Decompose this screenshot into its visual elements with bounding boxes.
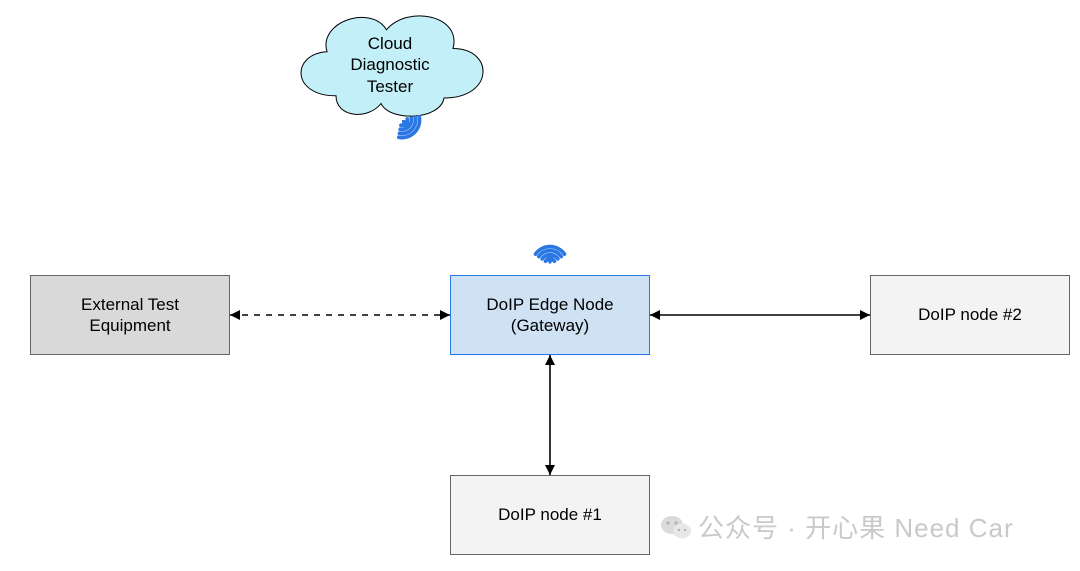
cloud-tester-node: Cloud Diagnostic Tester bbox=[300, 10, 480, 120]
cloud-label-line3: Tester bbox=[367, 77, 413, 96]
cloud-label-line1: Cloud bbox=[368, 34, 412, 53]
ext-label-line2: Equipment bbox=[89, 316, 170, 335]
external-test-equipment-node: External Test Equipment bbox=[30, 275, 230, 355]
cloud-label-line2: Diagnostic bbox=[350, 55, 429, 74]
edge-label-line2: (Gateway) bbox=[511, 316, 589, 335]
doip-node-1: DoIP node #1 bbox=[450, 475, 650, 555]
wifi-icon bbox=[536, 247, 565, 265]
node1-label: DoIP node #1 bbox=[498, 505, 602, 524]
node2-label: DoIP node #2 bbox=[918, 305, 1022, 324]
watermark: 公众号 · 开心果 Need Car bbox=[660, 508, 1014, 545]
ext-label-line1: External Test bbox=[81, 295, 179, 314]
doip-node-2: DoIP node #2 bbox=[870, 275, 1070, 355]
edge-label-line1: DoIP Edge Node bbox=[486, 295, 613, 314]
doip-edge-node: DoIP Edge Node (Gateway) bbox=[450, 275, 650, 355]
diagram-canvas: { "diagram": { "type": "network", "canva… bbox=[0, 0, 1080, 571]
wechat-icon bbox=[660, 513, 692, 541]
watermark-text: 公众号 · 开心果 Need Car bbox=[698, 508, 1014, 545]
